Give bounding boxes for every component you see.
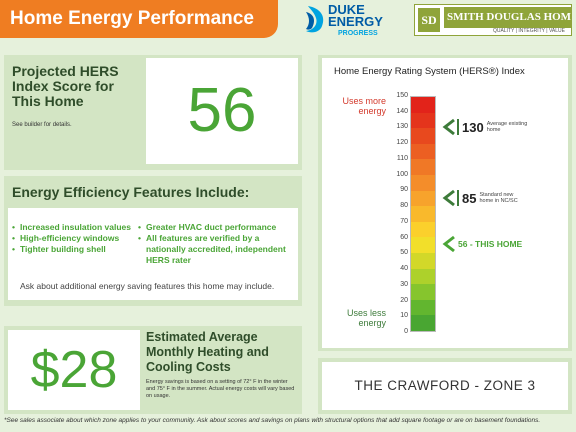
hers-callout: 130 Average existing home xyxy=(442,118,531,136)
feature-item: Increased insulation values xyxy=(12,222,140,233)
savings-note: Energy savings is based on a setting of … xyxy=(146,379,295,399)
pointer-arrow-icon xyxy=(442,190,455,207)
hers-ticks: 150 140 130 120 110 100 90 80 70 60 50 40 30 20 10 0 xyxy=(382,92,408,336)
duke-swoosh-icon xyxy=(306,6,324,33)
hers-meter: 150 140 130 120 110 100 90 80 70 60 50 40 30 20 10 0 13… xyxy=(382,92,552,336)
builder-name: SMITH DOUGLAS HOMES xyxy=(444,7,571,28)
model-box xyxy=(322,362,568,410)
hers-bar-segment xyxy=(411,237,435,254)
builder-tagline: QUALITY | INTEGRITY | VALUE xyxy=(492,28,565,34)
hers-bar-segment xyxy=(411,159,435,176)
hers-box xyxy=(322,58,568,348)
feature-item: High-efficiency windows xyxy=(12,233,140,244)
callout-divider xyxy=(457,190,459,207)
hers-title: Home Energy Rating System (HERS®) Index xyxy=(334,66,525,77)
hers-tick-label: 80 xyxy=(400,202,408,210)
hers-bar-segment xyxy=(411,97,435,114)
hers-tick-label: 100 xyxy=(396,170,408,178)
hers-tick-label: 130 xyxy=(396,123,408,131)
callout-number: 85 xyxy=(462,190,477,206)
feature-item: Greater HVAC duct performance xyxy=(138,222,296,233)
hers-score: 56 xyxy=(187,76,257,145)
savings-heading: Estimated Average Monthly Heating and Co… xyxy=(146,330,269,374)
hers-tick-label: 0 xyxy=(404,328,408,335)
score-note: See builder for details. xyxy=(12,122,72,128)
hers-callout: 85 Standard new home in NC/SC xyxy=(442,189,523,207)
score-heading: Projected HERS Index Score for This Home xyxy=(12,63,119,109)
features-heading: Energy Efficiency Features Include: xyxy=(12,184,250,200)
duke-logo-line3: PROGRESS xyxy=(338,30,378,37)
hers-bar-segment xyxy=(411,299,435,316)
hers-bar-segment xyxy=(411,206,435,223)
feature-item: Tighter building shell xyxy=(12,244,140,255)
hers-bar-segment xyxy=(411,221,435,238)
features-footer: Ask about additional energy saving featu… xyxy=(20,281,275,291)
hers-bar-segment xyxy=(411,112,435,129)
model-name: THE CRAWFORD - ZONE 3 xyxy=(354,378,536,393)
callout-text: Standard new home in NC/SC xyxy=(479,191,518,205)
hers-bar-segment xyxy=(411,128,435,145)
hers-tick-label: 70 xyxy=(400,217,408,225)
hers-tick-label: 20 xyxy=(400,296,408,304)
uses-less-label: Uses less energy xyxy=(346,308,386,328)
page-title: Home Energy Performance xyxy=(0,0,278,38)
hers-tick-label: 10 xyxy=(400,312,408,320)
hers-bar-segment xyxy=(411,268,435,285)
hers-bar-segment xyxy=(411,315,435,331)
hers-callouts: 130 Average existing home 85 Standard new h… xyxy=(442,92,552,336)
features-list-right: Greater HVAC duct performance All featur… xyxy=(138,222,296,266)
hers-tick-label: 90 xyxy=(400,186,408,194)
uses-more-label: Uses more energy xyxy=(342,96,386,116)
hers-bar-segment xyxy=(411,284,435,301)
hers-color-bar xyxy=(410,96,436,332)
duke-energy-logo: DUKE ENERGY PROGRESS xyxy=(298,0,408,44)
score-box xyxy=(146,58,298,164)
hers-tick-label: 120 xyxy=(396,139,408,147)
duke-logo-line1: DUKE xyxy=(328,2,365,17)
callout-divider xyxy=(457,119,459,136)
hers-tick-label: 150 xyxy=(396,92,408,99)
hers-bar-segment xyxy=(411,175,435,192)
savings-amount: $28 xyxy=(30,341,118,399)
builder-mark-icon: SD xyxy=(418,8,440,32)
hers-tick-label: 30 xyxy=(400,280,408,288)
callout-number: 130 xyxy=(462,119,484,135)
duke-logo-line2: ENERGY xyxy=(328,14,383,29)
hers-bar-segment xyxy=(411,143,435,160)
features-list-left: Increased insulation values High-efficie… xyxy=(12,222,140,255)
pointer-arrow-icon xyxy=(442,119,455,136)
hers-tick-label: 50 xyxy=(400,249,408,257)
callout-number: 56 - THIS HOME xyxy=(458,238,523,249)
savings-box xyxy=(8,330,140,410)
pointer-arrow-icon xyxy=(442,235,455,253)
hers-bar-segment xyxy=(411,253,435,270)
hers-callout: 56 - THIS HOME xyxy=(442,235,522,253)
hers-tick-label: 140 xyxy=(396,107,408,115)
hers-tick-label: 40 xyxy=(400,265,408,273)
hers-tick-label: 110 xyxy=(396,154,408,162)
builder-logo: SD SMITH DOUGLAS HOMES QUALITY | INTEGRI… xyxy=(414,4,572,36)
callout-text: Average existing home xyxy=(486,120,528,134)
hers-tick-label: 60 xyxy=(400,233,408,241)
hers-bar-segment xyxy=(411,190,435,207)
feature-item: All features are verified by a nationall… xyxy=(138,233,296,266)
footnote: *See sales associate about which zone ap… xyxy=(4,417,541,424)
